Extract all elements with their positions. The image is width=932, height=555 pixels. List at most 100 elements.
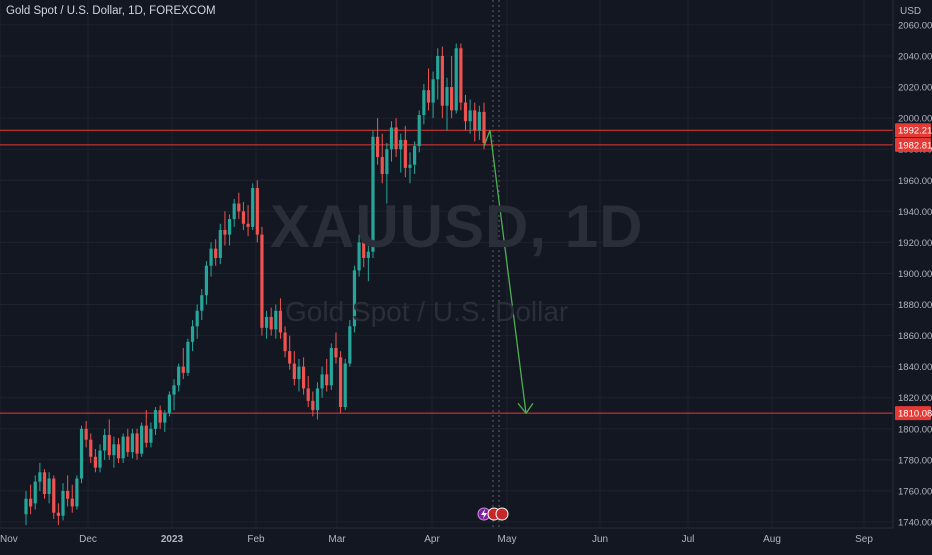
candle-body bbox=[200, 295, 204, 311]
price-tick-label: 2020.00 bbox=[898, 83, 932, 94]
candle-body bbox=[463, 102, 468, 122]
candle-body bbox=[311, 400, 315, 411]
candle-body bbox=[362, 242, 366, 258]
candle-body bbox=[375, 136, 380, 157]
candle-body bbox=[255, 188, 259, 235]
candle-body bbox=[223, 229, 227, 235]
candle-body bbox=[329, 348, 333, 386]
time-tick-label: Jul bbox=[682, 534, 695, 545]
candle-body bbox=[468, 110, 472, 122]
us-flag-event-icon[interactable] bbox=[495, 507, 509, 521]
candle-body bbox=[190, 326, 195, 342]
candle-body bbox=[47, 478, 51, 495]
price-tick-label: 1840.00 bbox=[898, 362, 932, 373]
forecast-arrow[interactable] bbox=[483, 130, 534, 415]
candle-body bbox=[292, 363, 296, 380]
candle-body bbox=[24, 498, 28, 515]
candle-body bbox=[357, 242, 361, 271]
candle-body bbox=[116, 444, 121, 459]
candle-body bbox=[264, 316, 269, 328]
time-tick-label: May bbox=[498, 534, 517, 545]
candle-body bbox=[232, 203, 236, 220]
candle-body bbox=[167, 394, 172, 414]
candle-body bbox=[93, 456, 97, 468]
candle-body bbox=[227, 219, 232, 235]
candle-body bbox=[66, 490, 70, 499]
candle-body bbox=[431, 79, 435, 103]
candle-body bbox=[338, 357, 343, 408]
candle-body bbox=[56, 512, 60, 516]
candle-body bbox=[70, 498, 74, 507]
candle-body bbox=[38, 472, 42, 482]
level-price-tag[interactable] bbox=[895, 406, 931, 421]
candle-body bbox=[436, 56, 440, 80]
price-tick-label: 1760.00 bbox=[898, 486, 932, 497]
time-axis[interactable]: Nov Dec 2023 Feb Mar Apr May Jun Jul Aug Sep bbox=[0, 527, 932, 550]
candle-body bbox=[260, 234, 264, 328]
price-tick-label: 1820.00 bbox=[898, 393, 932, 404]
candle-body bbox=[112, 444, 116, 456]
watermark-description: Gold Spot / U.S. Dollar bbox=[285, 296, 569, 327]
event-icons[interactable] bbox=[477, 507, 509, 521]
candle-body bbox=[274, 310, 278, 330]
candle-body bbox=[204, 265, 209, 296]
candle-body bbox=[440, 56, 444, 106]
candle-body bbox=[306, 388, 310, 401]
forecast-arrow-line[interactable] bbox=[483, 130, 527, 414]
candle-body bbox=[126, 436, 130, 453]
candle-body bbox=[246, 223, 250, 227]
candle-body bbox=[149, 428, 153, 443]
candle-body bbox=[371, 136, 375, 252]
candle-body bbox=[278, 310, 283, 333]
candle-body bbox=[89, 439, 93, 457]
candle-body bbox=[454, 48, 458, 111]
candle-body bbox=[269, 316, 273, 330]
horizontal-levels[interactable] bbox=[0, 129, 893, 414]
candle-body bbox=[283, 332, 287, 352]
price-tick-label: 2060.00 bbox=[898, 20, 932, 31]
candle-body bbox=[195, 310, 199, 327]
candle-body bbox=[366, 251, 370, 258]
candle-body bbox=[186, 341, 190, 373]
candle-body bbox=[251, 188, 255, 227]
level-price-tag[interactable] bbox=[895, 123, 931, 138]
price-axis[interactable]: 2060.002040.002020.002000.001980.001960.… bbox=[892, 0, 932, 550]
candle-body bbox=[408, 164, 412, 168]
time-tick-label: 2023 bbox=[161, 534, 184, 545]
candle-body bbox=[153, 410, 158, 429]
candle-body bbox=[130, 433, 135, 453]
candle-body bbox=[52, 478, 56, 513]
forecast-arrow-head[interactable] bbox=[517, 402, 534, 415]
candle-body bbox=[218, 229, 222, 258]
candle-body bbox=[385, 149, 389, 175]
price-tick-label: 1860.00 bbox=[898, 331, 932, 342]
candle-body bbox=[144, 425, 148, 443]
candle-body bbox=[352, 270, 357, 327]
candle-body bbox=[482, 111, 486, 143]
candle-body bbox=[84, 428, 88, 440]
time-tick-label: Mar bbox=[328, 534, 346, 545]
candle-body bbox=[445, 87, 449, 106]
candle-body bbox=[473, 110, 477, 131]
price-tick-label: 1900.00 bbox=[898, 269, 932, 280]
price-tick-label: 1740.00 bbox=[898, 518, 932, 529]
price-axis-background bbox=[893, 0, 932, 550]
time-tick-label: Nov bbox=[0, 534, 18, 545]
candle-body bbox=[380, 156, 384, 175]
candle-body bbox=[158, 410, 162, 423]
time-tick-label: Apr bbox=[424, 534, 440, 545]
price-tick-label: 1940.00 bbox=[898, 207, 932, 218]
level-price-label: 1982.81 bbox=[898, 140, 932, 151]
candle-body bbox=[403, 139, 407, 168]
candle-body bbox=[450, 87, 454, 111]
grid bbox=[0, 0, 893, 528]
lightning-bolt-icon bbox=[481, 509, 487, 519]
level-price-tag[interactable] bbox=[895, 137, 931, 152]
time-tick-label: Aug bbox=[763, 534, 781, 545]
price-tick-label: 1780.00 bbox=[898, 455, 932, 466]
candle-body bbox=[103, 435, 107, 451]
price-tick-label: 1920.00 bbox=[898, 238, 932, 249]
candle-body bbox=[79, 428, 84, 479]
